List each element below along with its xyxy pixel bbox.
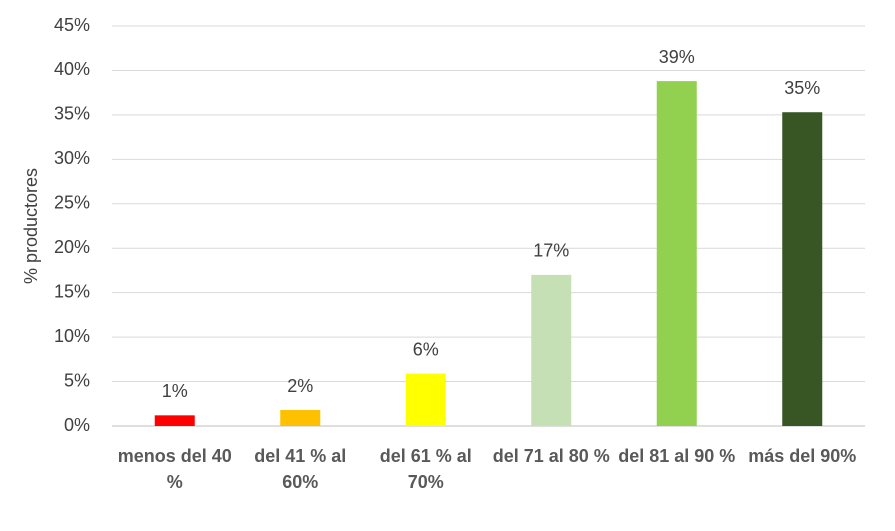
y-tick-label: 15% [54,281,90,301]
bar [531,274,572,426]
y-tick-label: 40% [54,59,90,79]
value-label: 35% [784,78,820,98]
x-tick-label: del 71 al 80 % [492,446,610,466]
x-tick-label: más del 90% [748,446,857,466]
y-tick-label: 25% [54,193,90,213]
x-tick-label: del 81 al 90 % [618,446,736,466]
y-tick-label: 5% [64,370,90,390]
y-axis-title: % productores [21,168,41,284]
bar [656,81,697,426]
y-tick-label: 45% [54,15,90,35]
value-label: 17% [533,241,569,261]
x-tick-label: menos del 40 % [117,446,232,492]
y-tick-label: 20% [54,237,90,257]
bar [405,373,446,426]
value-label: 1% [162,381,188,401]
value-label: 2% [287,376,313,396]
x-tick-label: del 61 % al 70% [379,446,472,492]
bar [782,112,823,426]
y-tick-label: 0% [64,415,90,435]
x-tick-label: del 41 % al 60% [254,446,347,492]
value-label: 39% [659,47,695,67]
bar [280,410,321,426]
value-label: 6% [413,339,439,359]
y-tick-label: 30% [54,148,90,168]
bar [154,415,195,426]
y-tick-label: 10% [54,326,90,346]
y-tick-label: 35% [54,104,90,124]
